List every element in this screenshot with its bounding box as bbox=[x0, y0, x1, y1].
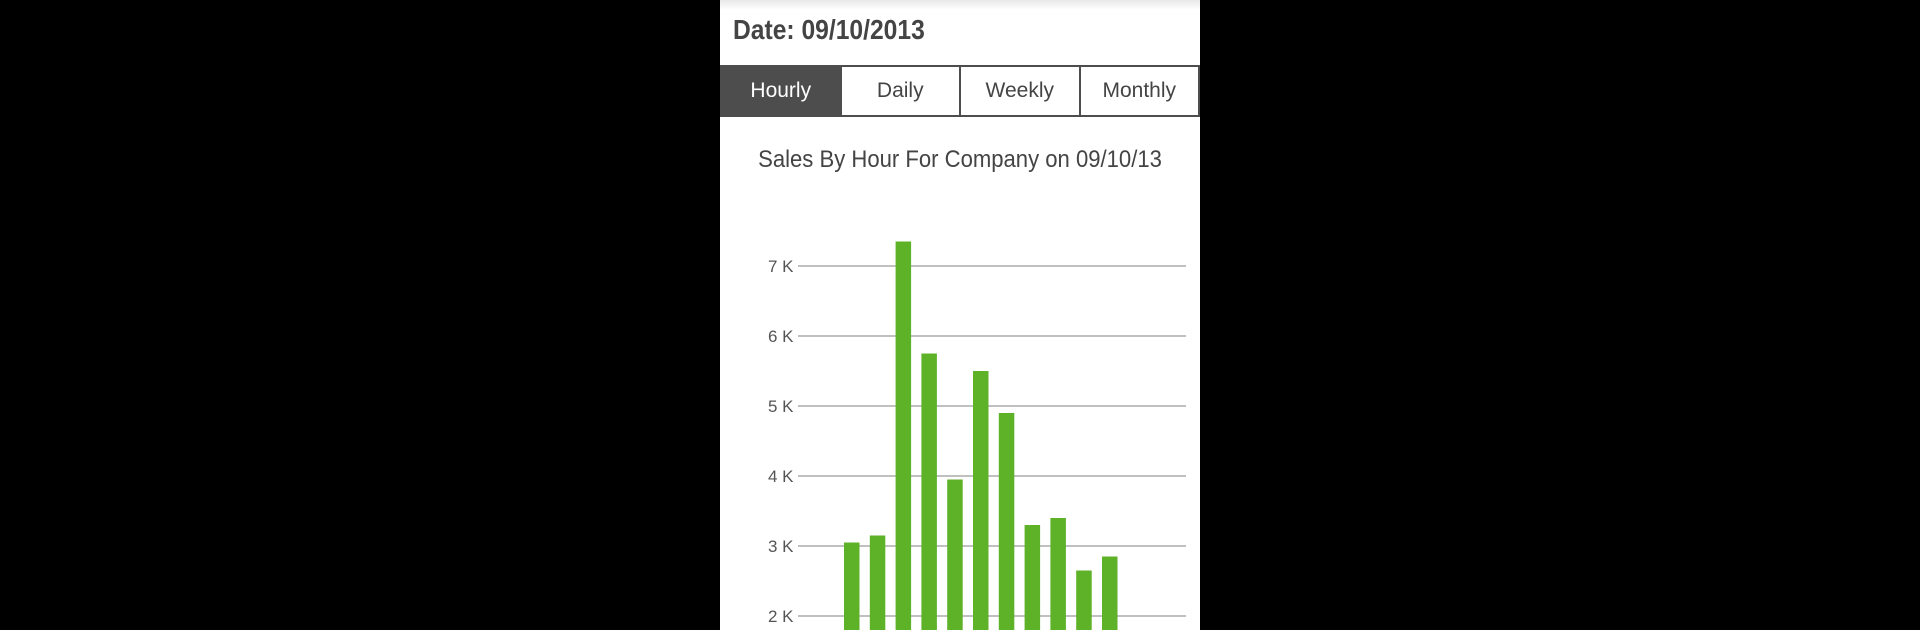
bar[interactable] bbox=[1024, 525, 1041, 630]
date-label: Date: 09/10/2013 bbox=[733, 14, 925, 45]
y-tick-label: 2 K bbox=[768, 607, 794, 626]
sales-panel: Date: 09/10/2013 Hourly Daily Weekly Mon… bbox=[720, 0, 1200, 630]
tab-daily[interactable]: Daily bbox=[840, 65, 960, 117]
bar[interactable] bbox=[947, 479, 963, 630]
y-tick-label: 5 K bbox=[768, 397, 794, 416]
sales-bar-chart: 7 K 6 K 5 K 4 K 3 K 2 K bbox=[768, 241, 1186, 630]
y-tick-label: 7 K bbox=[768, 257, 794, 276]
period-tabs: Hourly Daily Weekly Monthly bbox=[720, 65, 1200, 117]
y-tick-label: 6 K bbox=[768, 327, 794, 346]
y-tick-label: 3 K bbox=[768, 537, 794, 556]
bar[interactable] bbox=[973, 371, 989, 630]
bar[interactable] bbox=[869, 535, 886, 630]
bar[interactable] bbox=[1050, 518, 1066, 630]
tab-weekly[interactable]: Weekly bbox=[960, 65, 1080, 117]
tab-hourly[interactable]: Hourly bbox=[720, 65, 841, 117]
bar[interactable] bbox=[1076, 570, 1092, 630]
bar[interactable] bbox=[844, 542, 860, 630]
bar[interactable] bbox=[998, 413, 1015, 630]
bar[interactable] bbox=[1102, 556, 1118, 630]
bar[interactable] bbox=[895, 241, 912, 630]
y-tick-label: 4 K bbox=[768, 467, 794, 486]
tab-monthly[interactable]: Monthly bbox=[1079, 65, 1200, 117]
chart-title: Sales By Hour For Company on 09/10/13 bbox=[758, 146, 1162, 173]
date-header: Date: 09/10/2013 bbox=[720, 0, 1200, 64]
bar[interactable] bbox=[921, 353, 937, 630]
